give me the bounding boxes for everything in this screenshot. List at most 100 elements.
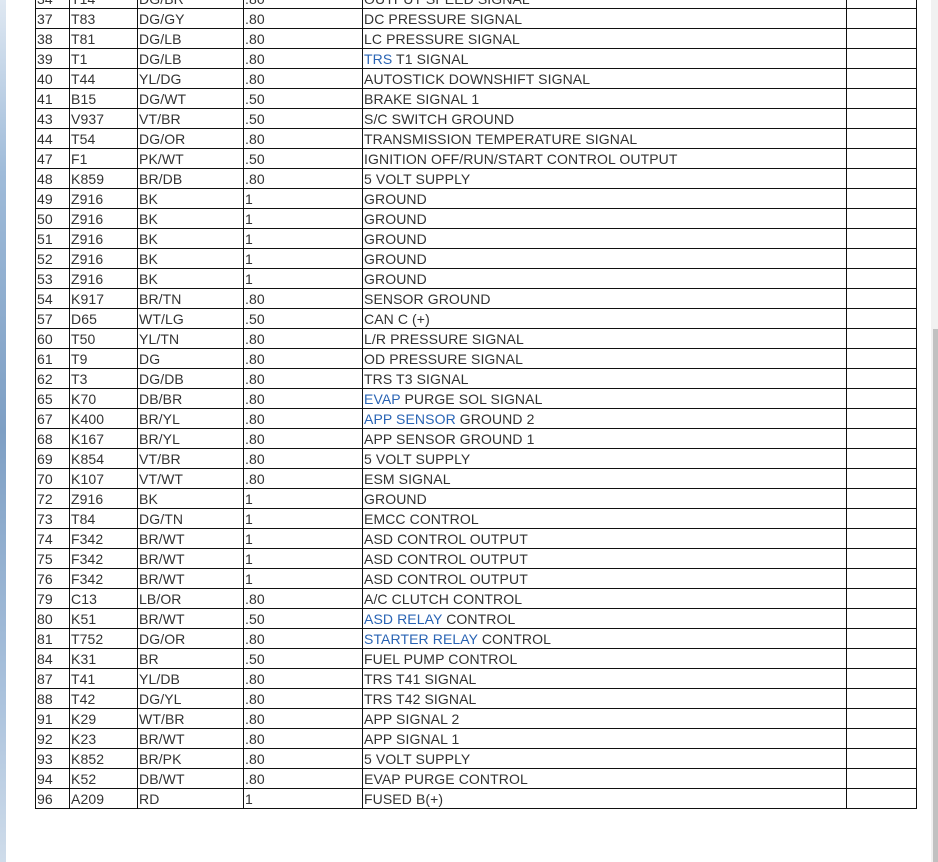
- cell-pin: 40: [35, 68, 70, 89]
- table-row: 76 F342 BR/WT 1 ASD CONTROL OUTPUT: [35, 568, 917, 589]
- cell-pin: 68: [35, 428, 70, 449]
- cell-pin: 79: [35, 588, 70, 609]
- cell-circuit: T3: [69, 368, 138, 389]
- cell-pin: 39: [35, 48, 70, 69]
- cell-pin: 53: [35, 268, 70, 289]
- function-link[interactable]: ASD RELAY: [364, 611, 443, 627]
- table-row: 37 T83 DG/GY .80 DC PRESSURE SIGNAL: [35, 8, 917, 29]
- function-text: S/C SWITCH GROUND: [364, 111, 515, 127]
- cell-pin: 91: [35, 708, 70, 729]
- cell-pin: 87: [35, 668, 70, 689]
- table-row: 40 T44 YL/DG .80 AUTOSTICK DOWNSHIFT SIGNAL: [35, 68, 917, 89]
- cell-gauge: .80: [243, 168, 363, 189]
- cell-empty: [846, 68, 917, 89]
- cell-color: YL/DB: [137, 668, 244, 689]
- cell-gauge: .80: [243, 588, 363, 609]
- cell-pin: 44: [35, 128, 70, 149]
- cell-empty: [846, 128, 917, 149]
- cell-pin: 37: [35, 8, 70, 29]
- cell-color: DG/LB: [137, 48, 244, 69]
- cell-pin: 49: [35, 188, 70, 209]
- cell-color: WT/LG: [137, 308, 244, 329]
- cell-gauge: .50: [243, 148, 363, 169]
- cell-empty: [846, 628, 917, 649]
- cell-empty: [846, 568, 917, 589]
- cell-color: YL/DG: [137, 68, 244, 89]
- cell-function: S/C SWITCH GROUND: [362, 108, 847, 129]
- cell-circuit: C13: [69, 588, 138, 609]
- table-row: 53 Z916 BK 1 GROUND: [35, 268, 917, 289]
- cell-function: APP SIGNAL 1: [362, 728, 847, 749]
- cell-gauge: .50: [243, 608, 363, 629]
- cell-pin: 84: [35, 648, 70, 669]
- table-row: 65 K70 DB/BR .80 EVAP PURGE SOL SIGNAL: [35, 388, 917, 409]
- cell-color: DB/WT: [137, 768, 244, 789]
- function-link[interactable]: TRS: [364, 51, 393, 67]
- cell-color: VT/WT: [137, 468, 244, 489]
- cell-color: RD: [137, 788, 244, 809]
- cell-gauge: .80: [243, 688, 363, 709]
- cell-circuit: Z916: [69, 228, 138, 249]
- cell-gauge: 1: [243, 248, 363, 269]
- table-row: 81 T752 DG/OR .80 STARTER RELAY CONTROL: [35, 628, 917, 649]
- function-text: 5 VOLT SUPPLY: [364, 171, 471, 187]
- cell-color: DG/GY: [137, 8, 244, 29]
- cell-circuit: D65: [69, 308, 138, 329]
- cell-gauge: .80: [243, 128, 363, 149]
- cell-pin: 73: [35, 508, 70, 529]
- cell-color: BR/WT: [137, 548, 244, 569]
- cell-pin: 34: [35, 0, 70, 9]
- cell-circuit: K51: [69, 608, 138, 629]
- function-text: TRANSMISSION TEMPERATURE SIGNAL: [364, 131, 638, 147]
- cell-pin: 47: [35, 148, 70, 169]
- cell-circuit: K167: [69, 428, 138, 449]
- cell-circuit: K70: [69, 388, 138, 409]
- cell-circuit: Z916: [69, 188, 138, 209]
- table-row: 54 K917 BR/TN .80 SENSOR GROUND: [35, 288, 917, 309]
- cell-gauge: .80: [243, 408, 363, 429]
- cell-pin: 93: [35, 748, 70, 769]
- cell-color: BR/YL: [137, 428, 244, 449]
- cell-gauge: 1: [243, 228, 363, 249]
- function-link[interactable]: EVAP: [364, 391, 401, 407]
- cell-function: ASD RELAY CONTROL: [362, 608, 847, 629]
- cell-function: APP SIGNAL 2: [362, 708, 847, 729]
- function-text: 5 VOLT SUPPLY: [364, 751, 471, 767]
- table-row: 52 Z916 BK 1 GROUND: [35, 248, 917, 269]
- cell-circuit: T41: [69, 668, 138, 689]
- cell-color: BK: [137, 248, 244, 269]
- cell-empty: [846, 88, 917, 109]
- function-text: CONTROL: [477, 631, 551, 647]
- cell-empty: [846, 448, 917, 469]
- cell-gauge: .80: [243, 728, 363, 749]
- cell-function: GROUND: [362, 268, 847, 289]
- function-text: L/R PRESSURE SIGNAL: [364, 331, 524, 347]
- cell-color: DG/LB: [137, 28, 244, 49]
- cell-function: STARTER RELAY CONTROL: [362, 628, 847, 649]
- cell-color: DG/WT: [137, 88, 244, 109]
- cell-empty: [846, 688, 917, 709]
- function-link[interactable]: APP SENSOR: [364, 411, 456, 427]
- cell-pin: 57: [35, 308, 70, 329]
- function-text: T1 SIGNAL: [392, 51, 469, 67]
- cell-gauge: .80: [243, 68, 363, 89]
- cell-pin: 54: [35, 288, 70, 309]
- cell-color: BR: [137, 648, 244, 669]
- cell-circuit: F342: [69, 568, 138, 589]
- function-link[interactable]: STARTER RELAY: [364, 631, 478, 647]
- cell-empty: [846, 368, 917, 389]
- cell-pin: 65: [35, 388, 70, 409]
- cell-gauge: 1: [243, 208, 363, 229]
- scrollbar-thumb[interactable]: [933, 329, 938, 862]
- function-text: APP SENSOR GROUND 1: [364, 431, 535, 447]
- cell-empty: [846, 248, 917, 269]
- table-row: 68 K167 BR/YL .80 APP SENSOR GROUND 1: [35, 428, 917, 449]
- cell-circuit: F342: [69, 548, 138, 569]
- cell-empty: [846, 748, 917, 769]
- cell-gauge: 1: [243, 188, 363, 209]
- cell-color: BK: [137, 188, 244, 209]
- table-row: 74 F342 BR/WT 1 ASD CONTROL OUTPUT: [35, 528, 917, 549]
- function-text: ASD CONTROL OUTPUT: [364, 551, 528, 567]
- function-text: OD PRESSURE SIGNAL: [364, 351, 523, 367]
- cell-function: DC PRESSURE SIGNAL: [362, 8, 847, 29]
